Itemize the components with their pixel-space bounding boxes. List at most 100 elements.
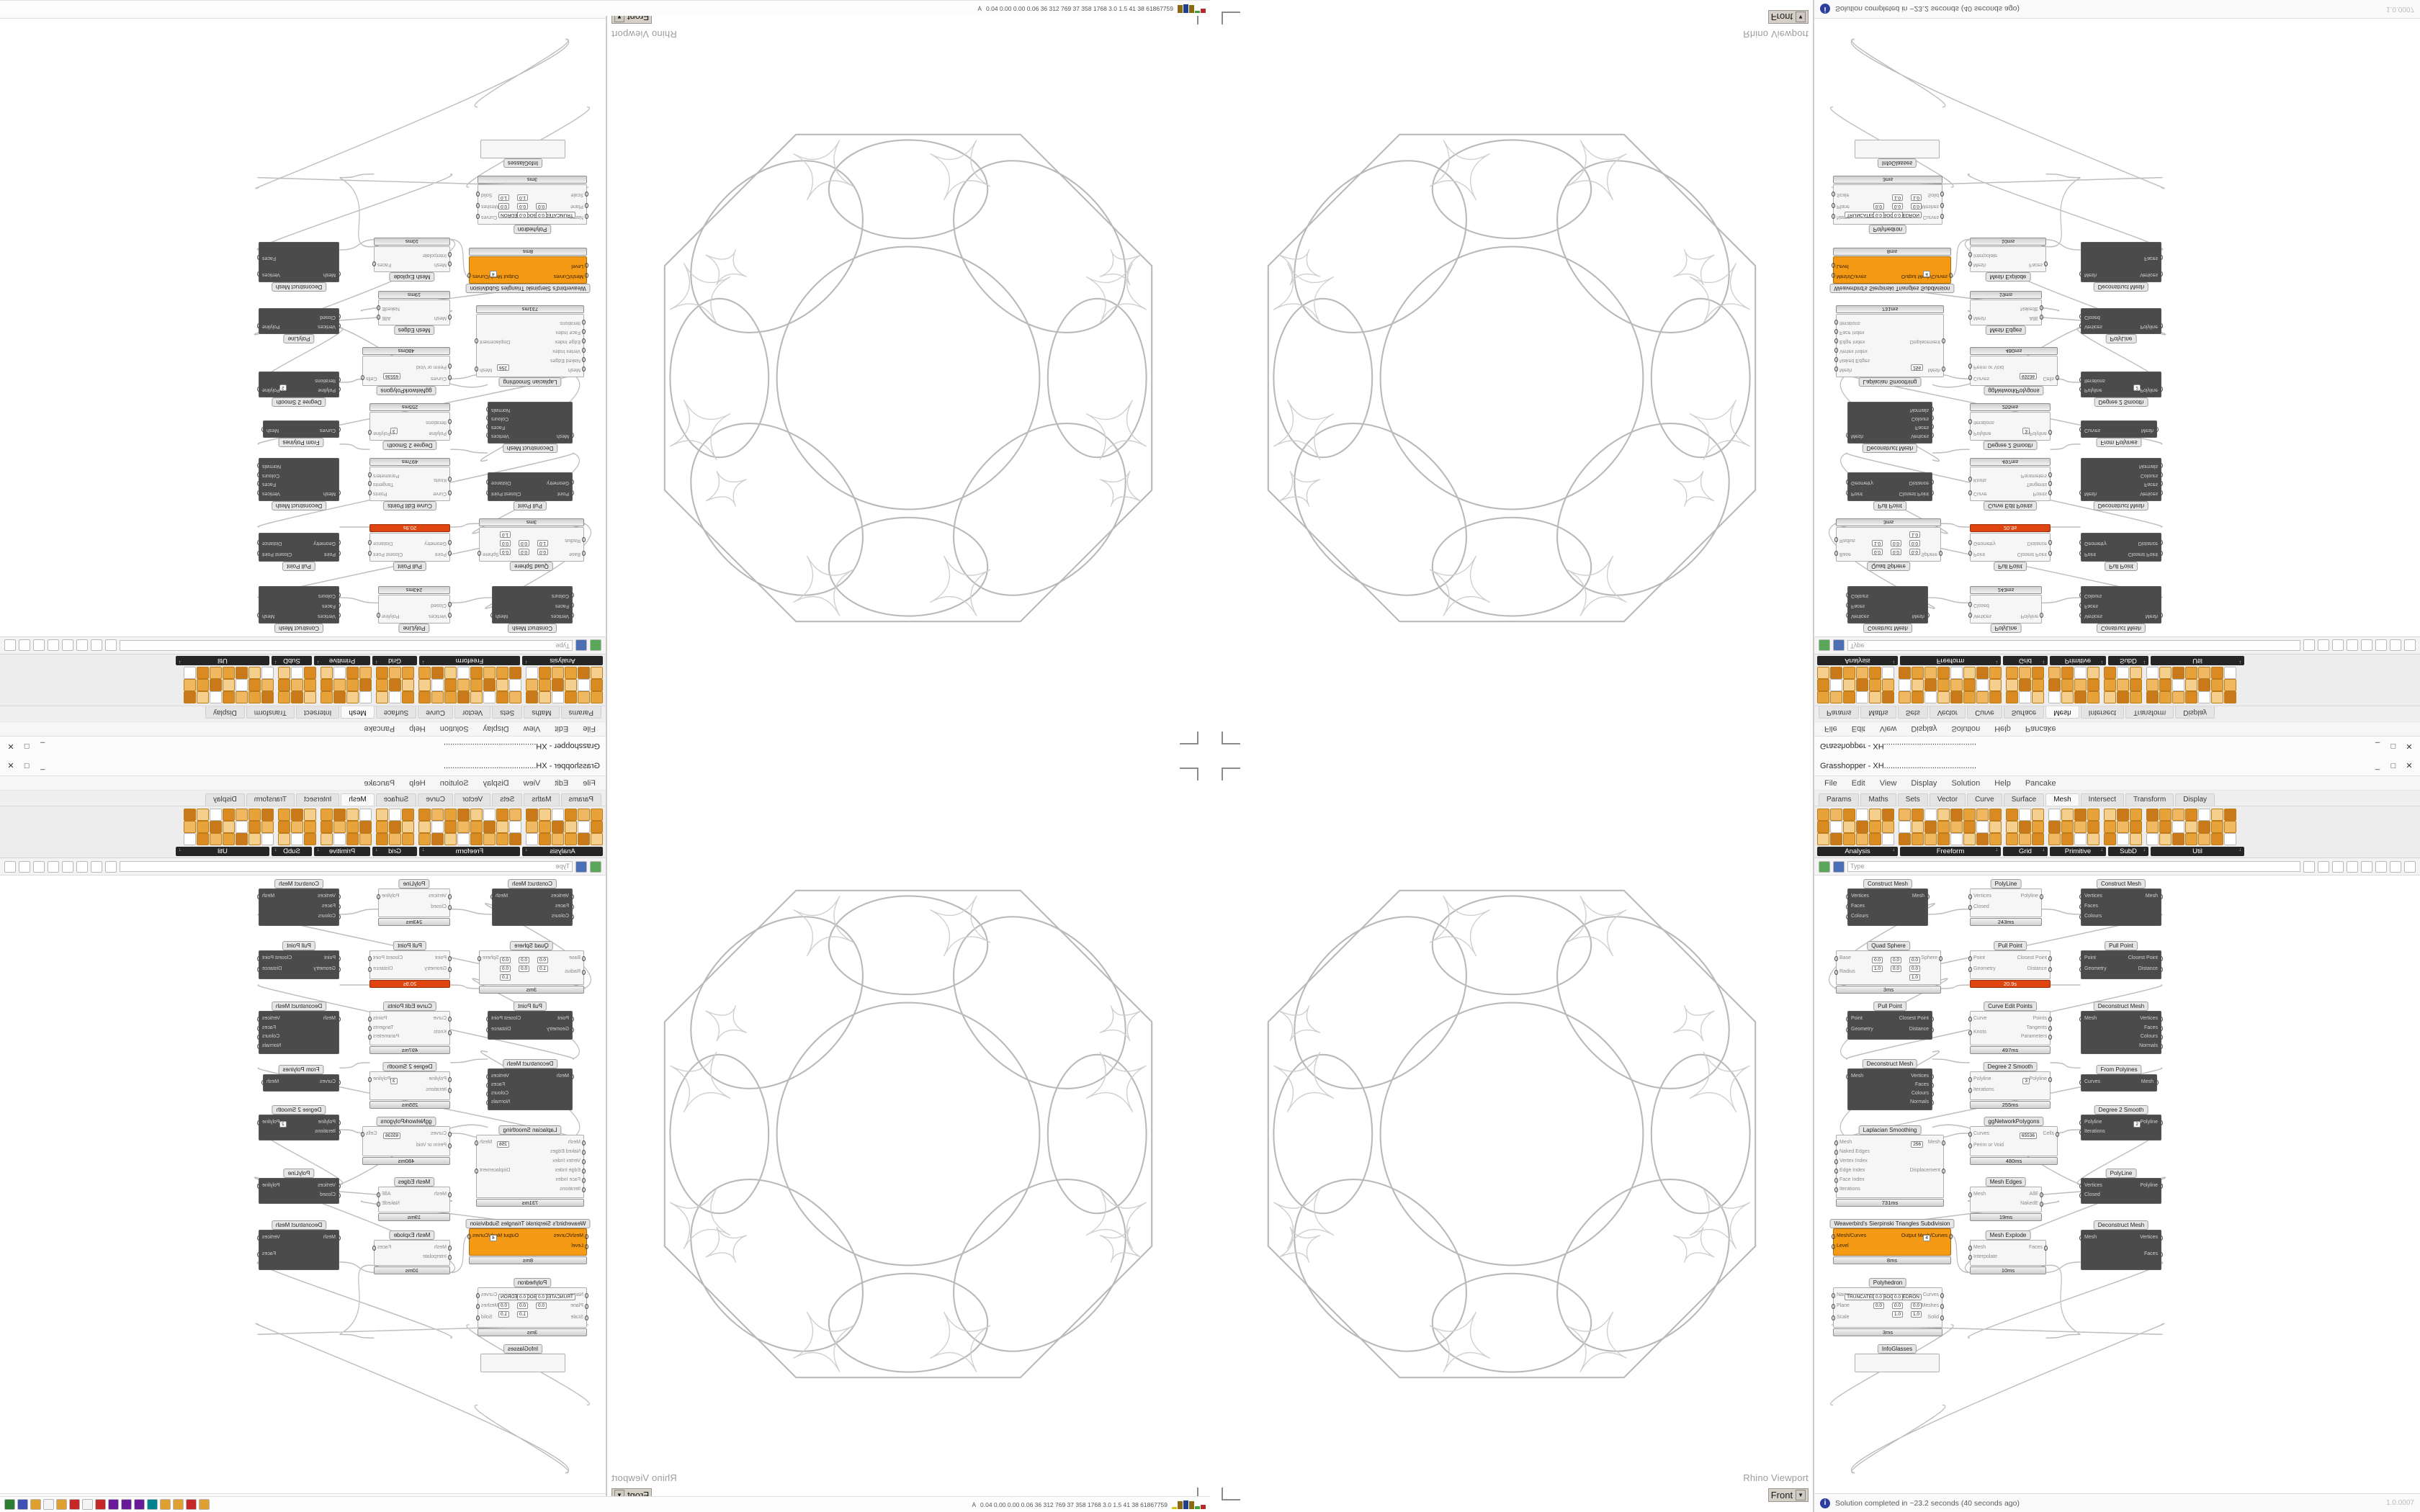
- gh-input-param[interactable]: Vertex Index: [552, 348, 581, 354]
- gh-input-nub[interactable]: [1832, 192, 1835, 197]
- gh-output-param[interactable]: Colours: [1911, 416, 1929, 421]
- gh-component[interactable]: Construct Mesh Vertices Faces Colours Mesh: [2079, 586, 2163, 633]
- gh-input-nub[interactable]: [1968, 490, 1972, 495]
- chevron-down-icon[interactable]: ↓: [422, 847, 425, 852]
- gh-component[interactable]: Construct Mesh Vertices Faces Colours Mesh: [257, 879, 341, 926]
- grasshopper-titlebar[interactable]: Grasshopper - XH........................…: [0, 756, 606, 776]
- gh-component[interactable]: Mesh Edges Mesh AllE NakedE 19ms: [377, 291, 452, 335]
- ribbon-component-icon[interactable]: [1963, 809, 1976, 821]
- gh-output-nub[interactable]: [2159, 271, 2163, 276]
- ribbon-component-icon[interactable]: [1924, 821, 1937, 833]
- gh-input-nub[interactable]: [448, 315, 452, 320]
- gh-input-nub[interactable]: [448, 1255, 452, 1260]
- ribbon-component-icon[interactable]: [2019, 821, 2031, 833]
- ribbon-component-icon[interactable]: [321, 679, 333, 691]
- ribbon-component-icon[interactable]: [210, 667, 222, 679]
- gh-output-nub[interactable]: [475, 1169, 478, 1174]
- gh-output-nub[interactable]: [2159, 1120, 2163, 1125]
- gh-component-body[interactable]: [480, 140, 565, 158]
- save-icon[interactable]: [1833, 860, 1845, 873]
- gh-input-nub[interactable]: [1832, 1244, 1835, 1249]
- gh-component-body[interactable]: Name Plane Scale Curves Meshes Solid TRUNCATED…: [1832, 1287, 1944, 1328]
- ribbon-group-subd[interactable]: SubD ↓: [2108, 656, 2148, 665]
- gh-output-param[interactable]: AllE: [382, 1192, 391, 1197]
- gh-input-param[interactable]: Vertices: [2084, 613, 2102, 618]
- ribbon-component-icon[interactable]: [2061, 821, 2074, 833]
- gh-output-nub[interactable]: [257, 1236, 261, 1241]
- ribbon-component-icon[interactable]: [591, 679, 603, 691]
- gh-output-nub[interactable]: [257, 1120, 261, 1125]
- gh-output-param[interactable]: Polyline: [262, 1183, 280, 1188]
- gh-input-param[interactable]: Knots: [434, 1030, 447, 1035]
- ribbon-group-primitive[interactable]: Primitive ↓: [314, 847, 370, 856]
- ribbon-component-icon[interactable]: [321, 833, 333, 845]
- gh-component[interactable]: Pull Point Point Geometry Closest Point Dist…: [1846, 472, 1934, 510]
- gh-component[interactable]: Laplacian Smoothing Mesh Naked Edges Vertex…: [1834, 305, 1945, 387]
- gh-component-body[interactable]: Point Geometry Closest Point Distance: [1968, 950, 2052, 979]
- gh-input-nub[interactable]: [1834, 357, 1838, 362]
- gh-output-nub[interactable]: [1940, 192, 1944, 197]
- gh-input-param[interactable]: Curve: [1973, 491, 1987, 496]
- gh-input-param[interactable]: Colours: [551, 914, 569, 919]
- gh-component[interactable]: Curve Edit Points Curve Knots Points Tangent…: [368, 1002, 452, 1054]
- gh-component[interactable]: Construct Mesh Vertices Faces Colours Mesh: [1846, 586, 1930, 633]
- new-document-icon[interactable]: [590, 860, 601, 873]
- ribbon-component-icon[interactable]: [2019, 691, 2031, 703]
- gh-param-value[interactable]: 4: [490, 271, 497, 277]
- sketch-icon[interactable]: [62, 639, 73, 652]
- gh-output-param[interactable]: Normals: [262, 1043, 282, 1048]
- gh-component[interactable]: Mesh Explode Mesh Interpolate Faces 10ms: [372, 1230, 452, 1274]
- gh-component[interactable]: Quad Sphere Base Radius Sphere 0.0 0.0 0.0 0.0 0…: [478, 941, 586, 994]
- gh-output-param[interactable]: Faces: [262, 256, 277, 261]
- gh-input-param[interactable]: Faces: [555, 904, 569, 909]
- ribbon-component-icon[interactable]: [333, 667, 346, 679]
- ribbon-component-icon[interactable]: [578, 809, 590, 821]
- gh-component-body[interactable]: Mesh Vertices Faces Colours Normals: [2079, 1011, 2163, 1054]
- gh-component-body[interactable]: Polyline Iterations Polyline 2: [257, 1115, 341, 1140]
- gh-input-nub[interactable]: [337, 593, 341, 598]
- ribbon-component-icon[interactable]: [565, 833, 577, 845]
- gh-component-body[interactable]: Curves Perim or Void Cells 65536: [361, 356, 452, 386]
- gh-input-param[interactable]: Colours: [1851, 593, 1869, 598]
- gh-output-param[interactable]: Tangents: [373, 1025, 394, 1030]
- gh-output-param[interactable]: Curves: [481, 1292, 498, 1297]
- ribbon-component-icon[interactable]: [1912, 667, 1924, 679]
- gh-param-value[interactable]: 1.0: [1871, 540, 1883, 546]
- ribbon-component-icon[interactable]: [565, 821, 577, 833]
- ribbon-component-icon[interactable]: [236, 679, 248, 691]
- gh-input-param[interactable]: Point: [1851, 491, 1863, 496]
- gh-input-param[interactable]: Mesh: [1973, 315, 1986, 320]
- gh-component-body[interactable]: Point Geometry Closest Point Distance: [1846, 1011, 1934, 1040]
- ribbon-component-icon[interactable]: [346, 809, 359, 821]
- gh-param-value[interactable]: 0.0: [1891, 1302, 1903, 1309]
- gh-output-nub[interactable]: [486, 1027, 490, 1032]
- gh-output-nub[interactable]: [257, 1043, 261, 1049]
- gh-input-param[interactable]: Closed: [2084, 1192, 2100, 1197]
- ribbon-component-icon[interactable]: [496, 821, 508, 833]
- gh-output-nub[interactable]: [257, 956, 261, 961]
- ribbon-component-icon[interactable]: [2130, 667, 2142, 679]
- gh-output-nub[interactable]: [257, 1035, 261, 1040]
- gh-output-param[interactable]: Solid: [481, 192, 493, 198]
- gh-param-value[interactable]: 0.0: [517, 1302, 529, 1309]
- gh-input-param[interactable]: Base: [569, 955, 581, 960]
- gh-component-body[interactable]: Vertices Faces Colours Mesh: [2079, 888, 2163, 926]
- gh-input-param[interactable]: Colours: [318, 593, 336, 598]
- gh-output-param[interactable]: Displacement: [1909, 1168, 1940, 1173]
- gh-component[interactable]: Polyhedron Name Plane Scale Curves Meshes Soli…: [476, 176, 588, 234]
- profiler-icon[interactable]: [2361, 860, 2372, 873]
- gh-output-nub[interactable]: [486, 490, 490, 495]
- component-ribbon[interactable]: Analysis ↓ Freeform ↓ Grid ↓ Primitive ↓ SubD ↓ Ut…: [0, 806, 606, 858]
- gh-output-nub[interactable]: [2159, 490, 2163, 495]
- gh-output-param[interactable]: Closest Point: [1899, 1016, 1929, 1021]
- gh-input-param[interactable]: Point: [435, 552, 447, 557]
- taskbar-icon-app-2[interactable]: [82, 1499, 93, 1510]
- gh-output-param[interactable]: AllE: [2029, 315, 2038, 320]
- gh-input-nub[interactable]: [1846, 1074, 1850, 1079]
- gh-output-param[interactable]: Mesh: [2141, 428, 2154, 433]
- ribbon-component-icon[interactable]: [2224, 821, 2236, 833]
- gh-component-body[interactable]: Polyline Iterations Polyline 3: [1968, 1071, 2052, 1100]
- gh-output-param[interactable]: Vertices: [262, 491, 280, 496]
- gh-component[interactable]: Pull Point Point Geometry Closest Point Dist…: [1846, 1002, 1934, 1040]
- ribbon-component-icon[interactable]: [470, 691, 483, 703]
